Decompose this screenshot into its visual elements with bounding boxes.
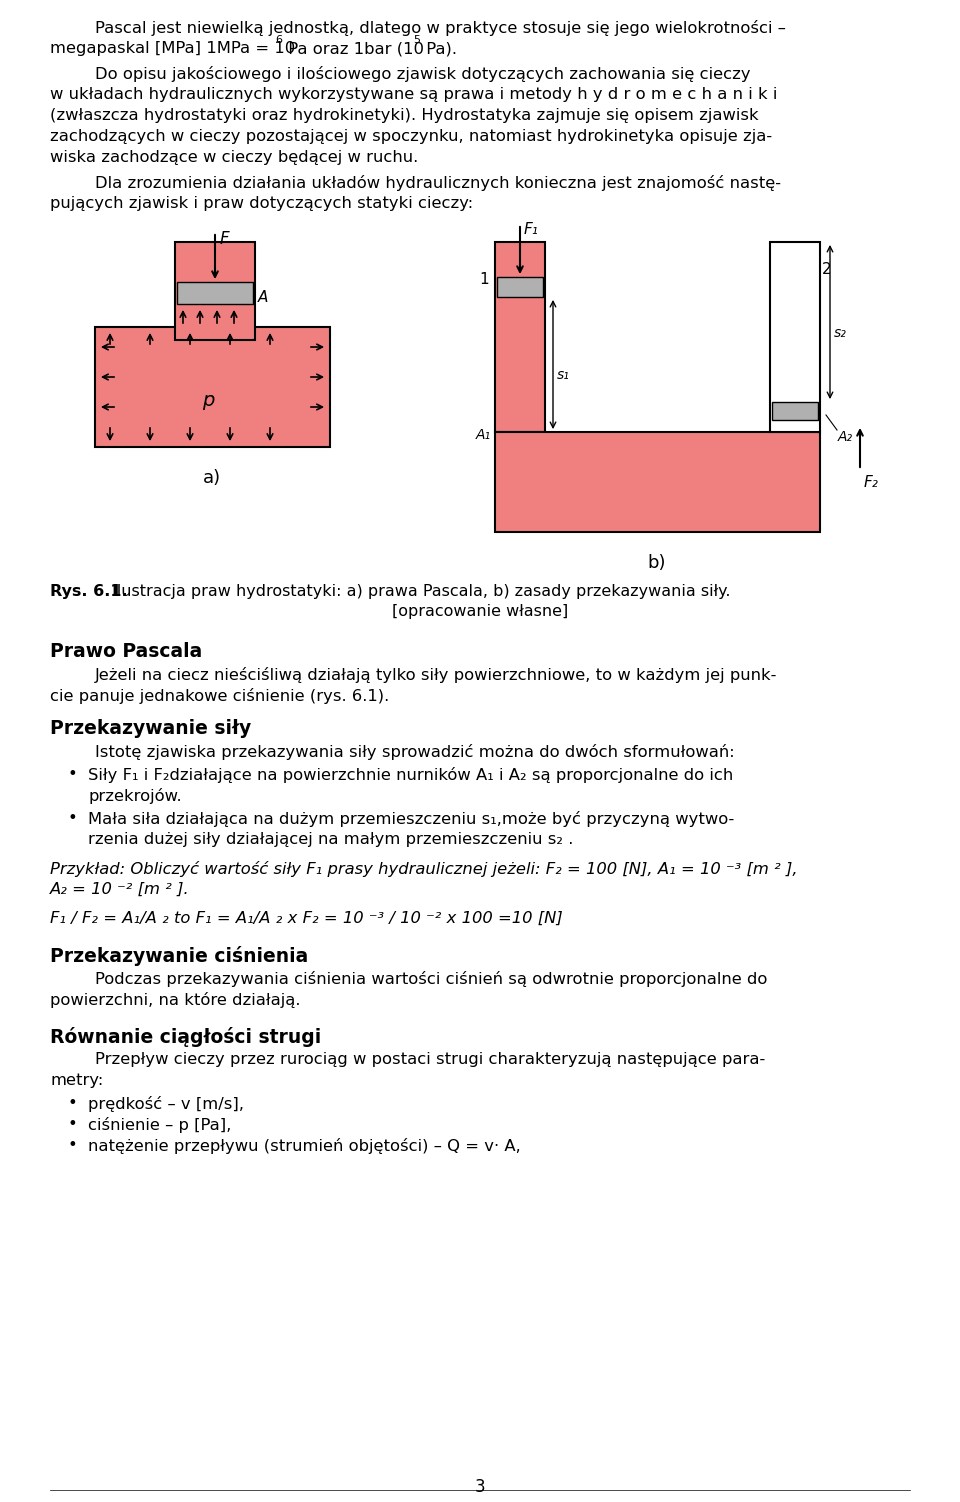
Bar	[95, 327, 330, 448]
Bar	[177, 282, 253, 303]
Text: •: •	[68, 1096, 78, 1111]
Text: F₂: F₂	[864, 475, 878, 490]
Text: A₂: A₂	[838, 430, 853, 445]
Text: Przykład: Obliczyć wartość siły F₁ prasy hydraulicznej jeżeli: F₂ = 100 [N], A₁ : Przykład: Obliczyć wartość siły F₁ prasy…	[50, 861, 798, 877]
Bar	[175, 242, 255, 339]
Text: natężenie przepływu (strumień objętości) – Q = v· A,: natężenie przepływu (strumień objętości)…	[88, 1139, 520, 1154]
Text: Pa).: Pa).	[421, 41, 457, 56]
Text: Przekazywanie ciśnienia: Przekazywanie ciśnienia	[50, 946, 308, 966]
Bar	[772, 403, 818, 421]
Text: metry:: metry:	[50, 1072, 104, 1087]
Text: Równanie ciągłości strugi: Równanie ciągłości strugi	[50, 1027, 322, 1047]
Text: Prawo Pascala: Prawo Pascala	[50, 641, 203, 661]
Text: Siły F₁ i F₂działające na powierzchnie nurników A₁ i A₂ są proporcjonalne do ich: Siły F₁ i F₂działające na powierzchnie n…	[88, 768, 733, 783]
Text: Mała siła działająca na dużym przemieszczeniu s₁,może być przyczyną wytwo-: Mała siła działająca na dużym przemieszc…	[88, 811, 734, 828]
Text: (zwłaszcza hydrostatyki oraz hydrokinetyki). Hydrostatyka zajmuje się opisem zja: (zwłaszcza hydrostatyki oraz hydrokinety…	[50, 108, 758, 123]
Text: 3: 3	[474, 1478, 486, 1496]
Text: Jeżeli na ciecz nieściśliwą działają tylko siły powierzchniowe, to w każdym jej : Jeżeli na ciecz nieściśliwą działają tyl…	[95, 667, 778, 683]
Text: pujących zjawisk i praw dotyczących statyki cieczy:: pujących zjawisk i praw dotyczących stat…	[50, 195, 473, 210]
Text: Rys. 6.1.: Rys. 6.1.	[50, 584, 128, 599]
Text: F₁ / F₂ = A₁/A ₂ to F₁ = A₁/A ₂ x F₂ = 10 ⁻³ / 10 ⁻² x 100 =10 [N]: F₁ / F₂ = A₁/A ₂ to F₁ = A₁/A ₂ x F₂ = 1…	[50, 912, 563, 927]
Text: rzenia dużej siły działającej na małym przemieszczeniu s₂ .: rzenia dużej siły działającej na małym p…	[88, 832, 573, 847]
Text: •: •	[68, 1139, 78, 1154]
Text: cie panuje jednakowe ciśnienie (rys. 6.1).: cie panuje jednakowe ciśnienie (rys. 6.1…	[50, 688, 389, 704]
Text: Pascal jest niewielką jednostką, dlatego w praktyce stosuje się jego wielokrotno: Pascal jest niewielką jednostką, dlatego…	[95, 20, 786, 36]
Text: F₁: F₁	[524, 222, 539, 237]
Text: •: •	[68, 768, 78, 783]
Text: przekrojów.: przekrojów.	[88, 789, 181, 804]
Text: 2: 2	[822, 261, 831, 276]
Bar	[770, 242, 820, 433]
Text: Dla zrozumienia działania układów hydraulicznych konieczna jest znajomość nastę-: Dla zrozumienia działania układów hydrau…	[95, 176, 781, 191]
Text: •: •	[68, 1117, 78, 1133]
Text: s₁: s₁	[557, 368, 570, 382]
Text: 6: 6	[275, 35, 282, 45]
Text: p: p	[202, 391, 214, 410]
Text: F: F	[220, 230, 229, 248]
Text: Podczas przekazywania ciśnienia wartości ciśnień są odwrotnie proporcjonalne do: Podczas przekazywania ciśnienia wartości…	[95, 970, 767, 987]
Text: powierzchni, na które działają.: powierzchni, na które działają.	[50, 991, 300, 1008]
Text: Istotę zjawiska przekazywania siły sprowadzić można do dwóch sformułowań:: Istotę zjawiska przekazywania siły sprow…	[95, 743, 734, 760]
Text: Ilustracja praw hydrostatyki: a) prawa Pascala, b) zasady przekazywania siły.: Ilustracja praw hydrostatyki: a) prawa P…	[112, 584, 731, 599]
Text: [opracowanie własne]: [opracowanie własne]	[392, 604, 568, 619]
Text: megapaskal [MPa] 1MPa = 10: megapaskal [MPa] 1MPa = 10	[50, 41, 296, 56]
Text: 1: 1	[479, 272, 489, 287]
Text: A₁: A₁	[476, 428, 491, 442]
Bar	[495, 433, 820, 532]
Text: Do opisu jakościowego i ilościowego zjawisk dotyczących zachowania się cieczy: Do opisu jakościowego i ilościowego zjaw…	[95, 66, 751, 83]
Text: A: A	[258, 290, 269, 305]
Text: wiska zachodzące w cieczy będącej w ruchu.: wiska zachodzące w cieczy będącej w ruch…	[50, 150, 419, 165]
Text: •: •	[68, 811, 78, 826]
Text: ciśnienie – p [Pa],: ciśnienie – p [Pa],	[88, 1117, 231, 1133]
Bar	[495, 242, 545, 433]
Text: Przepływ cieczy przez rurociąg w postaci strugi charakteryzują następujące para-: Przepływ cieczy przez rurociąg w postaci…	[95, 1051, 765, 1066]
Text: Przekazywanie siły: Przekazywanie siły	[50, 719, 252, 737]
Text: prędkość – v [m/s],: prędkość – v [m/s],	[88, 1096, 244, 1111]
Text: zachodzących w cieczy pozostającej w spoczynku, natomiast hydrokinetyka opisuje : zachodzących w cieczy pozostającej w spo…	[50, 129, 772, 144]
Bar	[497, 276, 543, 297]
Text: 5: 5	[413, 35, 420, 45]
Text: Pa oraz 1bar (10: Pa oraz 1bar (10	[283, 41, 424, 56]
Text: s₂: s₂	[834, 326, 847, 339]
Text: a): a)	[203, 469, 221, 487]
Text: A₂ = 10 ⁻² [m ² ].: A₂ = 10 ⁻² [m ² ].	[50, 882, 190, 897]
Text: w układach hydraulicznych wykorzystywane są prawa i metody h y d r o m e c h a n: w układach hydraulicznych wykorzystywane…	[50, 87, 778, 102]
Text: b): b)	[648, 554, 666, 572]
